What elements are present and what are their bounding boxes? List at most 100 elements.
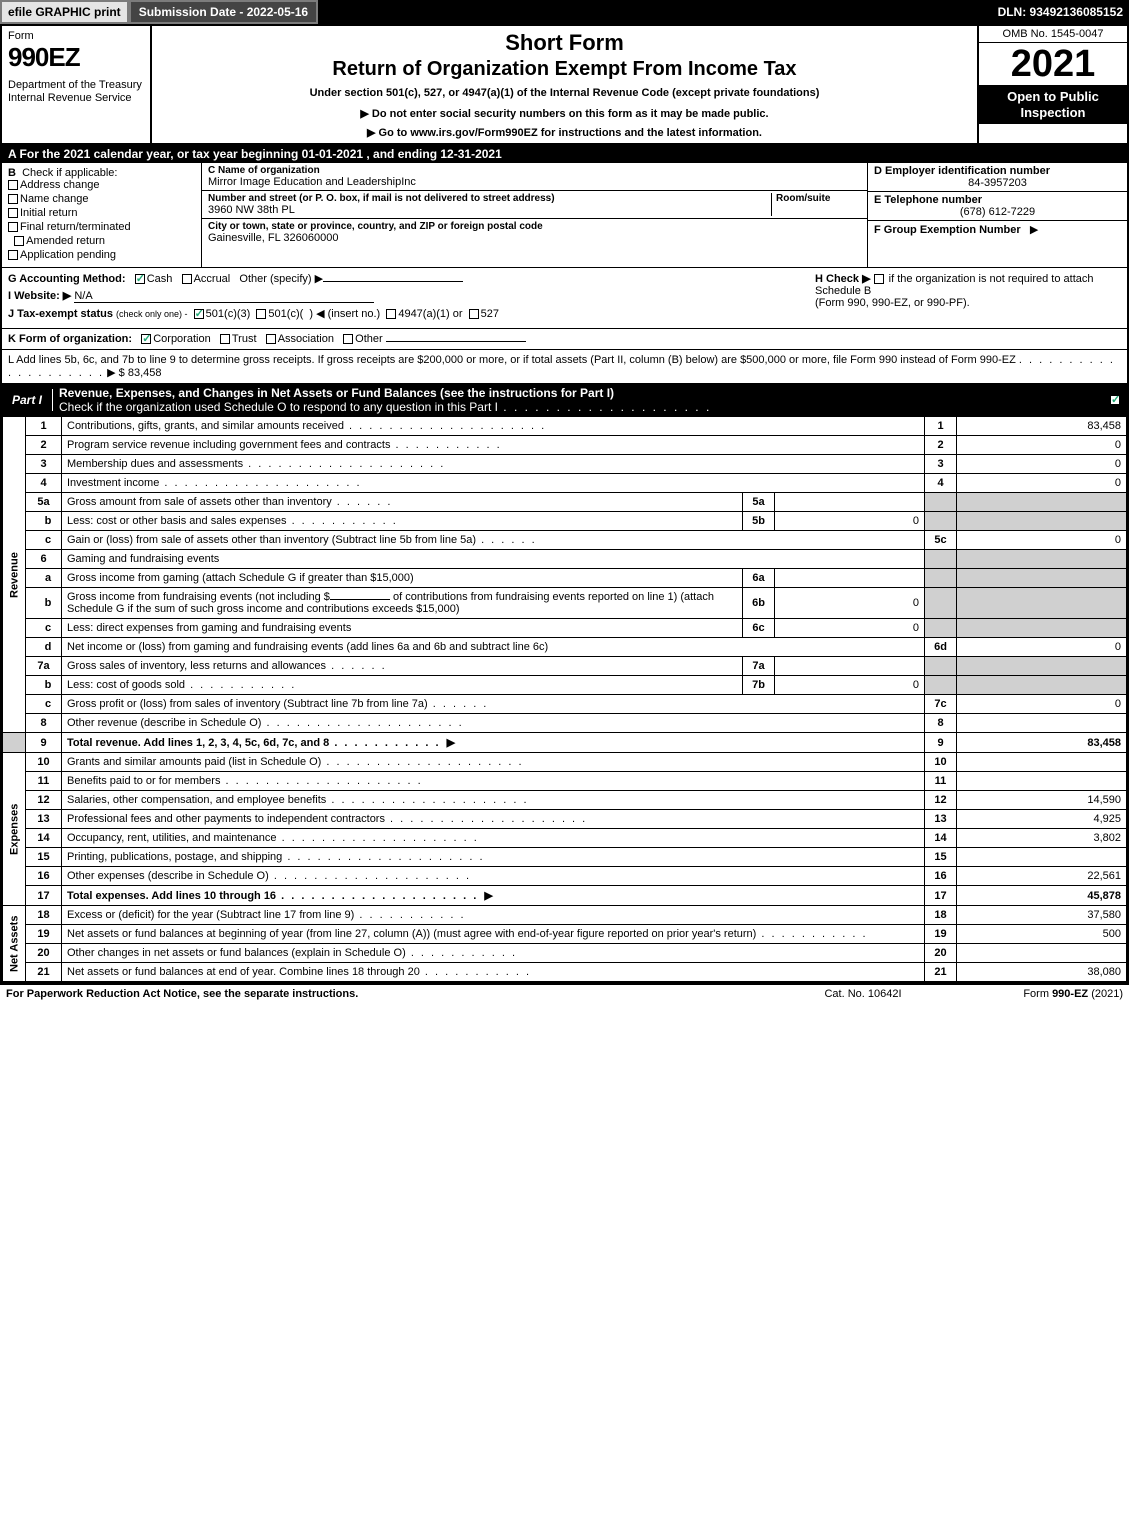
part-i-header: Part I Revenue, Expenses, and Changes in… xyxy=(2,384,1127,416)
f-arrow-icon: ▶ xyxy=(1030,224,1038,236)
line-l: L Add lines 5b, 6c, and 7b to line 9 to … xyxy=(2,350,1127,384)
l12-val: 14,590 xyxy=(957,791,1127,810)
room-label: Room/suite xyxy=(776,193,861,204)
l15-desc: Printing, publications, postage, and shi… xyxy=(67,851,282,863)
l10-num: 10 xyxy=(26,753,62,772)
l7a-inval xyxy=(775,657,925,676)
amended-return-checkbox[interactable] xyxy=(14,236,24,246)
l14-desc: Occupancy, rent, utilities, and maintena… xyxy=(67,832,277,844)
trust-label: Trust xyxy=(232,333,257,345)
501c-pre: 501(c)( xyxy=(268,308,303,320)
l6-desc: Gaming and fundraising events xyxy=(62,550,925,569)
inspection-badge: Open to Public Inspection xyxy=(979,85,1127,124)
expenses-vlabel: Expenses xyxy=(3,753,26,906)
l8-desc: Other revenue (describe in Schedule O) xyxy=(67,717,261,729)
501c-post: ) ◀ (insert no.) xyxy=(309,308,380,320)
l9-desc: Total revenue. Add lines 1, 2, 3, 4, 5c,… xyxy=(67,737,329,749)
revenue-vlabel: Revenue xyxy=(3,417,26,733)
l12-onum: 12 xyxy=(925,791,957,810)
l6b-innum: 6b xyxy=(743,588,775,619)
corp-label: Corporation xyxy=(153,333,210,345)
form-number: 990EZ xyxy=(8,42,144,73)
c-street-label: Number and street (or P. O. box, if mail… xyxy=(208,193,771,204)
revenue-table: Revenue 1 Contributions, gifts, grants, … xyxy=(2,416,1127,982)
l20-desc: Other changes in net assets or fund bala… xyxy=(67,947,406,959)
l7a-num: 7a xyxy=(26,657,62,676)
l19-num: 19 xyxy=(26,925,62,944)
l5b-num: b xyxy=(26,512,62,531)
irs-link[interactable]: www.irs.gov/Form990EZ xyxy=(410,127,537,139)
l8-onum: 8 xyxy=(925,714,957,733)
l2-onum: 2 xyxy=(925,436,957,455)
h-checkbox[interactable] xyxy=(874,274,884,284)
assoc-checkbox[interactable] xyxy=(266,334,276,344)
l5a-num: 5a xyxy=(26,493,62,512)
other-method-label: Other (specify) ▶ xyxy=(239,273,323,285)
addr-change-checkbox[interactable] xyxy=(8,180,18,190)
trust-checkbox[interactable] xyxy=(220,334,230,344)
l9-val: 83,458 xyxy=(957,733,1127,753)
l3-val: 0 xyxy=(957,455,1127,474)
l7c-num: c xyxy=(26,695,62,714)
dept-label: Department of the Treasury Internal Reve… xyxy=(8,79,144,105)
501c3-checkbox[interactable] xyxy=(194,309,204,319)
efile-print-button[interactable]: efile GRAPHIC print xyxy=(0,0,129,24)
501c-checkbox[interactable] xyxy=(256,309,266,319)
other-org-checkbox[interactable] xyxy=(343,334,353,344)
l21-num: 21 xyxy=(26,963,62,982)
footer-left: For Paperwork Reduction Act Notice, see … xyxy=(6,988,763,1000)
l9-onum: 9 xyxy=(925,733,957,753)
l3-num: 3 xyxy=(26,455,62,474)
l6c-desc: Less: direct expenses from gaming and fu… xyxy=(67,622,351,634)
l10-val xyxy=(957,753,1127,772)
tax-year: 2021 xyxy=(979,43,1127,85)
l18-desc: Excess or (deficit) for the year (Subtra… xyxy=(67,909,354,921)
l4-desc: Investment income xyxy=(67,477,159,489)
app-pending-checkbox[interactable] xyxy=(8,250,18,260)
l10-onum: 10 xyxy=(925,753,957,772)
l16-num: 16 xyxy=(26,867,62,886)
footer-right: Form 990-EZ (2021) xyxy=(963,988,1123,1000)
c-city-label: City or town, state or province, country… xyxy=(208,221,861,232)
l2-val: 0 xyxy=(957,436,1127,455)
other-org-label: Other xyxy=(355,333,383,345)
l21-desc: Net assets or fund balances at end of ye… xyxy=(67,966,420,978)
527-checkbox[interactable] xyxy=(469,309,479,319)
l3-onum: 3 xyxy=(925,455,957,474)
website-value: N/A xyxy=(74,290,374,303)
name-change-checkbox[interactable] xyxy=(8,194,18,204)
other-method-input[interactable] xyxy=(323,281,463,282)
l15-num: 15 xyxy=(26,848,62,867)
l7a-innum: 7a xyxy=(743,657,775,676)
l10-desc: Grants and similar amounts paid (list in… xyxy=(67,756,321,768)
l6d-desc: Net income or (loss) from gaming and fun… xyxy=(62,638,925,657)
l5b-innum: 5b xyxy=(743,512,775,531)
l20-onum: 20 xyxy=(925,944,957,963)
l11-onum: 11 xyxy=(925,772,957,791)
final-return-checkbox[interactable] xyxy=(8,222,18,232)
4947-checkbox[interactable] xyxy=(386,309,396,319)
l9-num: 9 xyxy=(26,733,62,753)
part-i-checkbox[interactable] xyxy=(1110,395,1120,405)
corp-checkbox[interactable] xyxy=(141,334,151,344)
dln: DLN: 93492136085152 xyxy=(992,0,1129,24)
other-org-input[interactable] xyxy=(386,341,526,342)
footer-center: Cat. No. 10642I xyxy=(763,988,963,1000)
l6a-inval xyxy=(775,569,925,588)
l7b-num: b xyxy=(26,676,62,695)
l20-num: 20 xyxy=(26,944,62,963)
l5c-desc: Gain or (loss) from sale of assets other… xyxy=(67,534,476,546)
cash-checkbox[interactable] xyxy=(135,274,145,284)
form-subtitle-2: ▶ Do not enter social security numbers o… xyxy=(158,107,971,120)
part-i-title: Revenue, Expenses, and Changes in Net As… xyxy=(59,386,614,400)
accrual-checkbox[interactable] xyxy=(182,274,192,284)
initial-return-label: Initial return xyxy=(20,207,77,219)
l11-num: 11 xyxy=(26,772,62,791)
l4-onum: 4 xyxy=(925,474,957,493)
l1-val: 83,458 xyxy=(957,417,1127,436)
l6d-onum: 6d xyxy=(925,638,957,657)
l17-num: 17 xyxy=(26,886,62,906)
form-subtitle-3: ▶ Go to www.irs.gov/Form990EZ for instru… xyxy=(158,126,971,139)
l4-num: 4 xyxy=(26,474,62,493)
initial-return-checkbox[interactable] xyxy=(8,208,18,218)
